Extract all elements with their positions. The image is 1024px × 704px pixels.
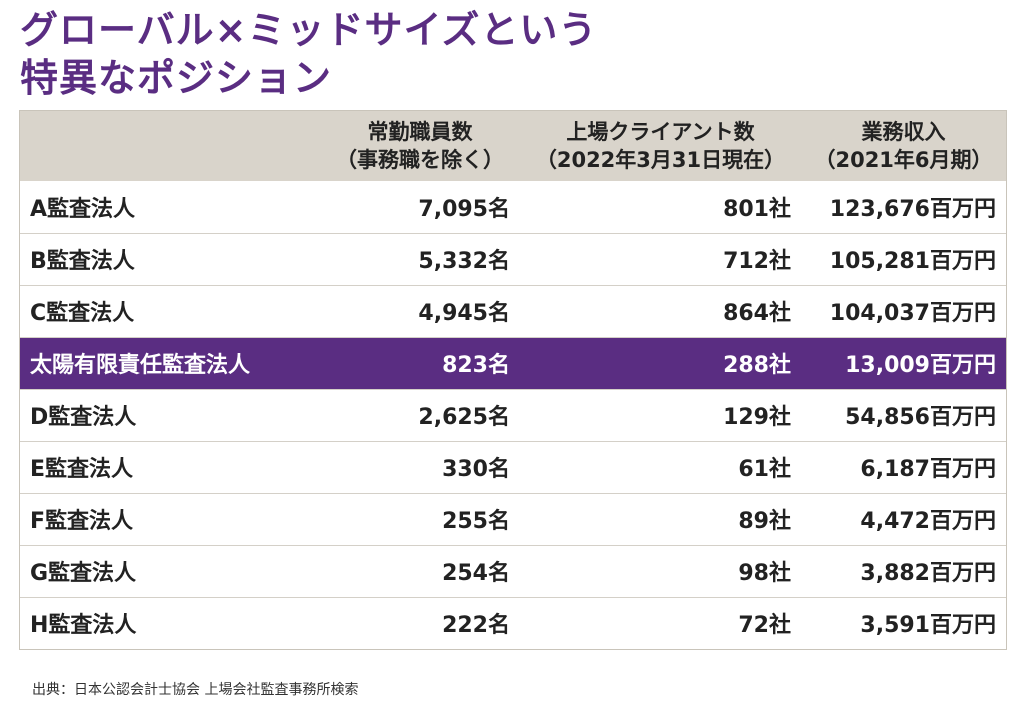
header-revenue: 業務収入 （2021年6月期）: [801, 111, 1006, 181]
staff-count-cell: 7,095名: [418, 196, 510, 222]
table-row: B監査法人 5,332名 712社 105,281百万円: [20, 233, 1006, 285]
staff-count-cell: 2,625名: [418, 405, 510, 430]
client-count-cell: 89社: [738, 509, 791, 534]
staff-count-cell: 4,945名: [418, 301, 510, 326]
revenue-cell: 13,009百万円: [845, 353, 996, 378]
client-count-cell: 288社: [723, 353, 791, 378]
table-row: A監査法人 7,095名 801社 123,676百万円: [20, 181, 1006, 233]
client-count-cell: 72社: [738, 613, 791, 639]
firm-name-cell: D監査法人: [30, 405, 137, 430]
client-count-cell: 98社: [738, 561, 791, 586]
firm-name-cell: B監査法人: [30, 249, 135, 274]
title-line-1: グローバル×ミッドサイズという: [20, 8, 598, 52]
table-row: F監査法人 255名 89社 4,472百万円: [20, 493, 1006, 545]
revenue-cell: 3,882百万円: [860, 561, 996, 586]
revenue-cell: 104,037百万円: [829, 301, 996, 326]
staff-count-cell: 823名: [442, 353, 510, 378]
source-note: 出典：日本公認会計士協会 上場会社監査事務所検索: [32, 682, 359, 698]
staff-count-cell: 222名: [442, 613, 510, 639]
table-header-row: 常勤職員数 （事務職を除く） 上場クライアント数 （2022年3月31日現在） …: [20, 111, 1006, 181]
staff-count-cell: 255名: [442, 509, 510, 534]
header-firm: [20, 111, 320, 181]
client-count-cell: 129社: [723, 405, 791, 430]
header-staff-line1: 常勤職員数: [367, 120, 473, 144]
table-row: 太陽有限責任監査法人 823名 288社 13,009百万円: [20, 337, 1006, 389]
header-revenue-line2: （2021年6月期）: [814, 148, 993, 172]
header-clients-line1: 上場クライアント数: [566, 120, 755, 144]
header-clients: 上場クライアント数 （2022年3月31日現在）: [520, 111, 801, 181]
staff-count-cell: 330名: [442, 457, 510, 482]
firm-name-cell: 太陽有限責任監査法人: [30, 353, 251, 378]
client-count-cell: 712社: [723, 249, 791, 274]
page-title: グローバル×ミッドサイズという 特異なポジション: [20, 6, 597, 102]
header-revenue-line1: 業務収入: [861, 120, 946, 144]
client-count-cell: 864社: [723, 301, 791, 326]
firm-name-cell: F監査法人: [30, 509, 134, 534]
revenue-cell: 3,591百万円: [860, 613, 996, 639]
revenue-cell: 6,187百万円: [860, 457, 996, 482]
title-line-2: 特異なポジション: [20, 56, 333, 100]
header-staff: 常勤職員数 （事務職を除く）: [320, 111, 520, 181]
firm-name-cell: G監査法人: [30, 561, 137, 586]
staff-count-cell: 254名: [442, 561, 510, 586]
table-row: G監査法人 254名 98社 3,882百万円: [20, 545, 1006, 597]
firm-name-cell: C監査法人: [30, 301, 135, 326]
table-row: E監査法人 330名 61社 6,187百万円: [20, 441, 1006, 493]
revenue-cell: 54,856百万円: [845, 405, 996, 430]
revenue-cell: 105,281百万円: [829, 249, 996, 274]
revenue-cell: 123,676百万円: [829, 196, 996, 222]
firm-name-cell: A監査法人: [30, 196, 136, 222]
firm-name-cell: H監査法人: [30, 613, 137, 639]
table-row: C監査法人 4,945名 864社 104,037百万円: [20, 285, 1006, 337]
client-count-cell: 801社: [723, 196, 791, 222]
firm-name-cell: E監査法人: [30, 457, 134, 482]
header-clients-line2: （2022年3月31日現在）: [535, 148, 786, 172]
table-row: D監査法人 2,625名 129社 54,856百万円: [20, 389, 1006, 441]
header-staff-line2: （事務職を除く）: [336, 148, 504, 172]
comparison-table: 常勤職員数 （事務職を除く） 上場クライアント数 （2022年3月31日現在） …: [19, 110, 1007, 650]
revenue-cell: 4,472百万円: [860, 509, 996, 534]
staff-count-cell: 5,332名: [418, 249, 510, 274]
table-row: H監査法人 222名 72社 3,591百万円: [20, 597, 1006, 649]
client-count-cell: 61社: [738, 457, 791, 482]
